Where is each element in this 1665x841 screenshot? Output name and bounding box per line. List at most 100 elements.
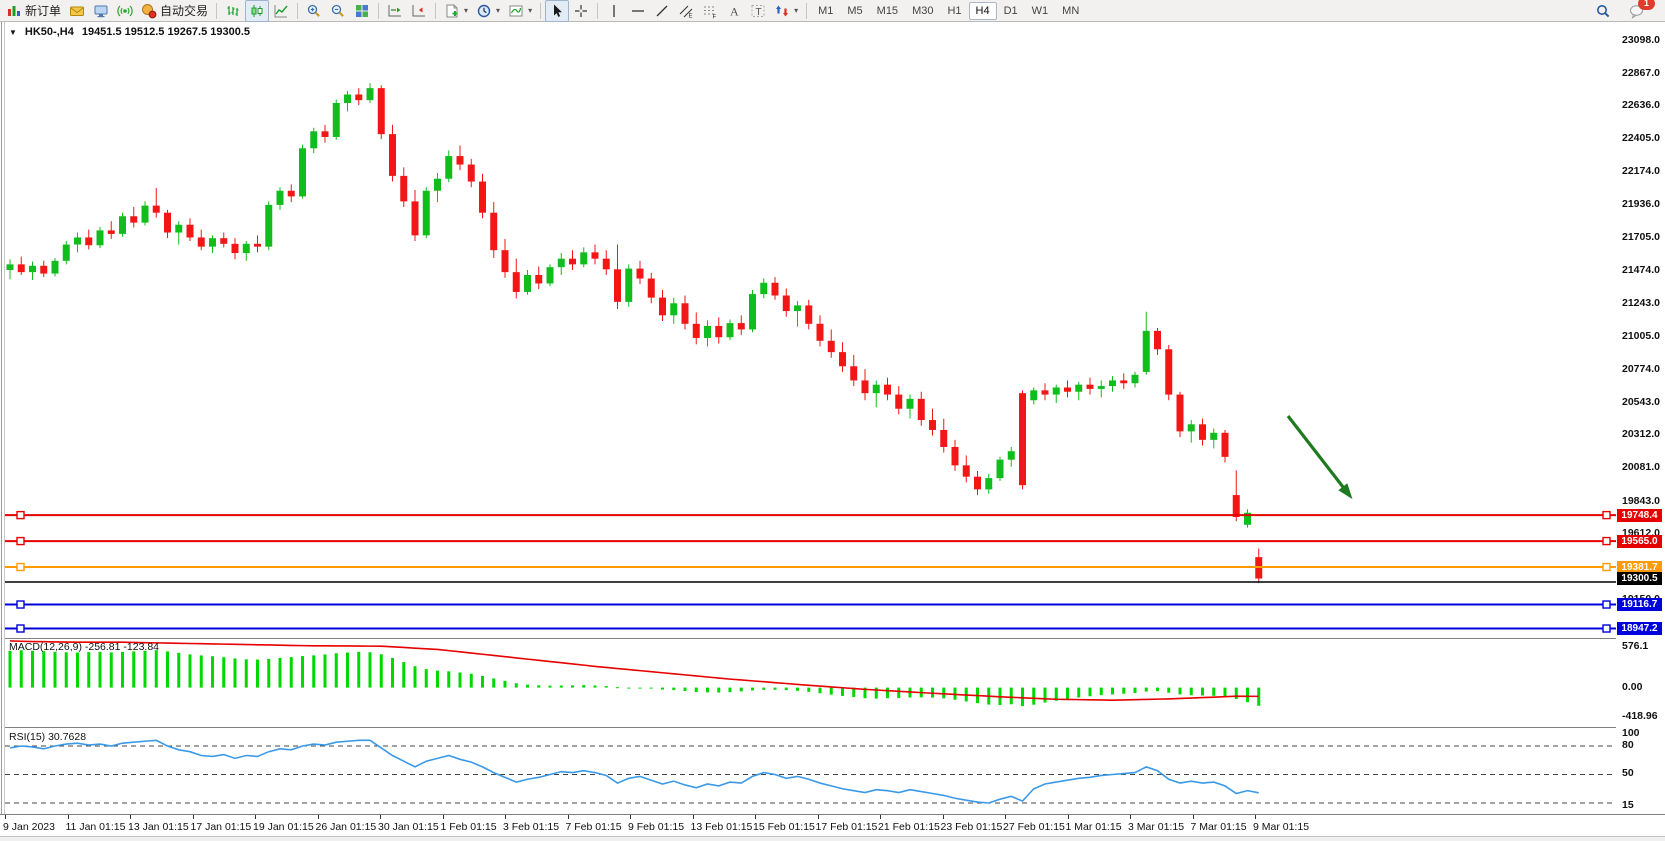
chevron-down-icon[interactable]: ▾: [794, 6, 799, 15]
line-handle[interactable]: [1602, 600, 1611, 609]
line-handle[interactable]: [16, 562, 25, 572]
main-toolbar: 新订单 自动交易 ▾ ▾ ▾ E F A T ▾ M1 M5 M15 M30 H1 H4 D1 W1 MN 1: [0, 0, 1665, 22]
time-tick: [1005, 815, 1006, 819]
chart-line-button[interactable]: [269, 0, 293, 22]
line-handle[interactable]: [16, 600, 25, 609]
macd-scale-tick: 0.00: [1622, 680, 1643, 693]
chart-window[interactable]: ▼ HK50-,H4 19451.5 19512.5 19267.5 19300…: [0, 22, 1665, 841]
period-button[interactable]: ▾: [472, 0, 504, 22]
notification-badge: 1: [1638, 0, 1655, 10]
chart-canvas[interactable]: [0, 22, 1665, 841]
autotrading-button[interactable]: 自动交易: [137, 0, 212, 22]
price-tick: 22405.0: [1622, 132, 1660, 145]
search-button[interactable]: [1591, 0, 1615, 22]
chevron-down-icon[interactable]: ▾: [464, 6, 469, 15]
macd-panel: [8, 640, 1261, 707]
time-tick: [942, 815, 944, 819]
time-tick: [817, 815, 819, 819]
chart-symbol-header: ▼ HK50-,H4 19451.5 19512.5 19267.5 19300…: [9, 26, 250, 38]
timeframe-button-mn[interactable]: MN: [1062, 4, 1080, 17]
time-tick: [380, 815, 381, 819]
indicators-button[interactable]: ▾: [504, 0, 536, 22]
chevron-down-icon[interactable]: ▾: [496, 6, 501, 15]
macd-indicator-label: MACD(12,26,9) -256.81 -123.84: [9, 641, 159, 653]
line-handle[interactable]: [1602, 510, 1611, 520]
channel-icon: E: [679, 5, 693, 19]
zoom-in-button[interactable]: [302, 0, 326, 22]
hline-18947-badge: 18947.2: [1617, 622, 1662, 636]
timeframe-button-m30[interactable]: M30: [912, 4, 934, 17]
new-order-button-label: 新订单: [25, 4, 62, 18]
timeframe-button-m15[interactable]: M15: [876, 4, 899, 17]
time-label: 13 Feb 01:15: [690, 821, 753, 833]
time-label: 15 Feb 01:15: [753, 821, 815, 833]
line-handle[interactable]: [1602, 536, 1611, 546]
trend-arrow-object[interactable]: [1286, 415, 1353, 500]
chart-shift-button[interactable]: [383, 0, 407, 22]
line-handle[interactable]: [16, 510, 25, 520]
zoom-out-button[interactable]: [326, 0, 350, 22]
arrows-icon: [776, 5, 789, 16]
rsi-panel: [5, 739, 1616, 804]
template-icon: [446, 4, 458, 17]
fibonacci-button[interactable]: F: [698, 0, 722, 22]
price-scale[interactable]: 23098.0 22867.0 22636.0 22405.0 22174.0 21936…: [1616, 22, 1665, 841]
timeframe-button-h4[interactable]: H4: [968, 1, 997, 20]
text-button[interactable]: A: [722, 0, 746, 22]
timeframe-button-w1[interactable]: W1: [1031, 4, 1049, 17]
zoom-out-icon: [331, 4, 344, 17]
time-label: 7 Feb 01:15: [565, 821, 622, 833]
hline-19565[interactable]: [5, 536, 1616, 546]
chat-button[interactable]: 1: [1625, 0, 1655, 22]
vertical-line-button[interactable]: [602, 0, 626, 22]
line-handle[interactable]: [16, 536, 25, 546]
hline-19116[interactable]: [5, 600, 1616, 609]
cursor-button[interactable]: [545, 0, 570, 22]
channel-button[interactable]: E: [674, 0, 698, 22]
timeframe-button-d1[interactable]: D1: [1003, 4, 1018, 17]
toolbar-separator: [597, 2, 599, 19]
candlestick-series: [6, 83, 1263, 584]
chart-candles-button[interactable]: [245, 0, 270, 22]
hline-19116-badge: 19116.7: [1617, 598, 1662, 612]
hline-19748[interactable]: [5, 510, 1616, 520]
chevron-down-icon[interactable]: ▾: [528, 6, 533, 15]
time-label: 26 Jan 01:15: [315, 821, 377, 833]
line-handle[interactable]: [1602, 624, 1611, 633]
toolbar-separator: [216, 2, 218, 19]
time-tick: [567, 815, 569, 819]
journal-button[interactable]: [65, 0, 89, 22]
text-label-button[interactable]: T: [746, 0, 770, 22]
time-tick: [1067, 815, 1069, 819]
new-order-button[interactable]: 新订单: [2, 0, 65, 22]
time-label: 1 Feb 01:15: [440, 821, 497, 833]
timeframe-button-h1[interactable]: H1: [947, 4, 962, 17]
hline-icon: [632, 9, 645, 12]
price-tick: 21005.0: [1622, 330, 1660, 343]
crosshair-button[interactable]: [569, 0, 593, 22]
time-tick: [1192, 815, 1194, 819]
price-tick: 23098.0: [1622, 34, 1660, 46]
chart-ohlc-values: 19451.5 19512.5 19267.5 19300.5: [81, 26, 251, 38]
auto-scroll-button[interactable]: [407, 0, 431, 22]
price-tick: 21243.0: [1622, 296, 1660, 309]
time-tick: [1130, 815, 1131, 819]
chart-collapse-icon[interactable]: ▼: [9, 27, 17, 37]
terminal-button[interactable]: [89, 0, 113, 22]
window-bottom-edge: [0, 836, 1665, 841]
profiles-button[interactable]: ▾: [440, 0, 472, 22]
timeframe-button-m5[interactable]: M5: [847, 4, 863, 17]
horizontal-line-button[interactable]: [626, 0, 650, 22]
signals-button[interactable]: [113, 0, 137, 22]
chart-bars-button[interactable]: [221, 0, 245, 22]
tile-windows-button[interactable]: [350, 0, 374, 22]
bars-mini-icon: [8, 5, 20, 16]
hline-18947[interactable]: [5, 624, 1616, 633]
hline-19381[interactable]: [5, 562, 1616, 572]
trendline-button[interactable]: [650, 0, 674, 22]
line-handle[interactable]: [16, 624, 25, 633]
line-handle[interactable]: [1602, 562, 1611, 572]
arrows-button[interactable]: ▾: [770, 0, 802, 22]
timeframe-button-m1[interactable]: M1: [818, 4, 834, 17]
time-scale[interactable]: 9 Jan 2023 11 Jan 01:15 13 Jan 01:15 17 Jan…: [0, 814, 1665, 841]
